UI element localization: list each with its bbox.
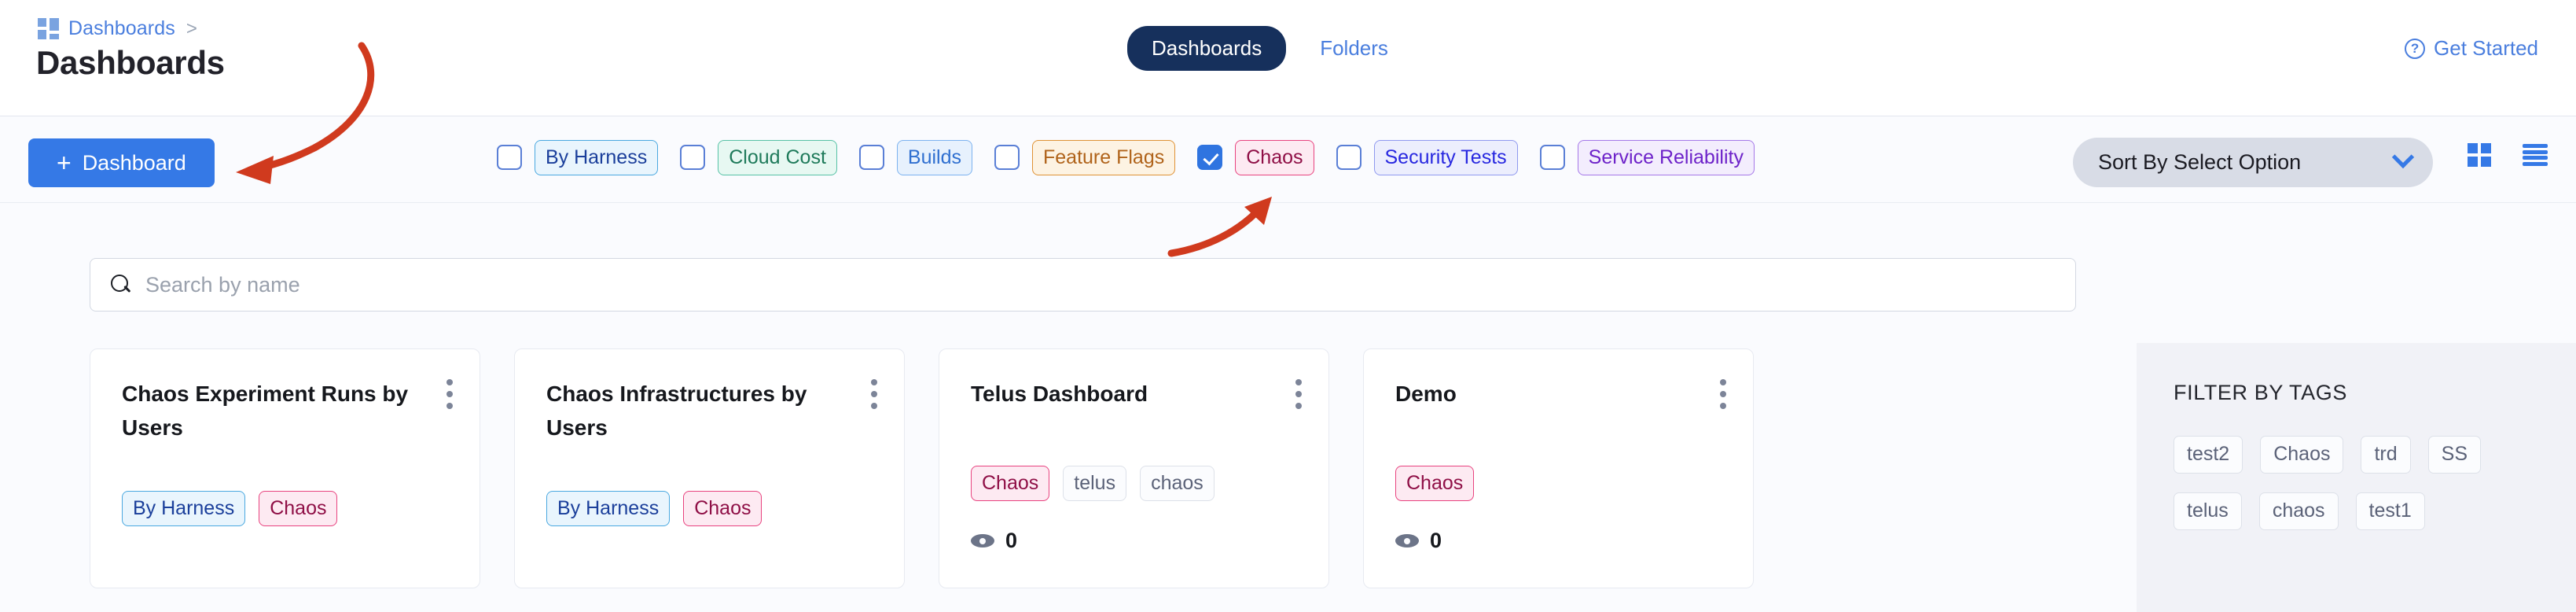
- filter-tag-button[interactable]: test1: [2355, 492, 2425, 530]
- dashboard-card-tags: By Harness Chaos: [122, 491, 338, 526]
- search-bar[interactable]: [90, 258, 2076, 312]
- kebab-menu-icon[interactable]: [446, 379, 453, 409]
- dashboard-card-tag[interactable]: Chaos: [1395, 466, 1475, 501]
- kebab-menu-icon[interactable]: [1295, 379, 1302, 409]
- feature-flags-filter-checkbox[interactable]: [994, 145, 1020, 171]
- by-harness-filter-checkbox[interactable]: [497, 145, 522, 171]
- filter-tag-button[interactable]: trd: [2361, 436, 2411, 474]
- filter-group-chaos: Chaos: [1197, 140, 1314, 175]
- dashboard-grid-icon: [38, 18, 59, 39]
- dashboard-card-title: Chaos Experiment Runs by Users: [122, 382, 409, 440]
- feature-flags-filter-chip[interactable]: Feature Flags: [1031, 140, 1176, 175]
- tag-row-2: telus chaos test1: [2174, 492, 2425, 530]
- dashboard-card-views: 0: [1395, 529, 1442, 553]
- service-reliability-filter-checkbox[interactable]: [1539, 145, 1565, 171]
- filter-tag-button[interactable]: SS: [2427, 436, 2482, 474]
- dashboard-card-tag[interactable]: telus: [1063, 466, 1127, 501]
- security-tests-filter-chip[interactable]: Security Tests: [1373, 140, 1518, 175]
- dashboard-card-view-count: 0: [1005, 529, 1018, 552]
- dashboard-card[interactable]: Chaos Experiment Runs by Users By Harness…: [90, 348, 480, 588]
- filter-group-builds: Builds: [858, 140, 972, 175]
- dashboard-card-tags: Chaos telus chaos: [971, 466, 1215, 501]
- dashboard-card-title: Demo: [1395, 382, 1457, 406]
- dashboard-card-tag[interactable]: Chaos: [259, 491, 338, 526]
- eye-icon: [1395, 534, 1419, 547]
- breadcrumb-separator: >: [186, 17, 197, 39]
- filter-by-tags-panel: FILTER BY TAGS test2 Chaos trd SS telus chao…: [2137, 343, 2576, 612]
- kebab-menu-icon[interactable]: [1720, 379, 1726, 409]
- search-icon: [111, 275, 131, 295]
- tab-dashboards[interactable]: Dashboards: [1127, 26, 1287, 71]
- dashboard-card-tag[interactable]: Chaos: [971, 466, 1050, 501]
- create-dashboard-label: Dashboard: [82, 150, 186, 175]
- breadcrumb[interactable]: Dashboards >: [38, 17, 197, 40]
- dashboard-card-title: Telus Dashboard: [971, 382, 1148, 406]
- search-input[interactable]: [145, 272, 2055, 297]
- sort-by-label: Sort By Select Option: [2098, 150, 2302, 174]
- filter-tag-button[interactable]: chaos: [2258, 492, 2339, 530]
- page-header: Dashboards > Dashboards Dashboards Folde…: [0, 0, 2576, 116]
- question-circle-icon: ?: [2405, 38, 2426, 59]
- dashboard-card-tag[interactable]: chaos: [1140, 466, 1215, 501]
- filter-group-by-harness: By Harness: [497, 140, 659, 175]
- dashboard-card-tag[interactable]: Chaos: [683, 491, 763, 526]
- filter-by-tags-title: FILTER BY TAGS: [2174, 381, 2347, 404]
- sort-by-dropdown[interactable]: Sort By Select Option: [2073, 138, 2433, 187]
- dashboard-card[interactable]: Chaos Infrastructures by Users By Harness…: [514, 348, 905, 588]
- chaos-filter-chip[interactable]: Chaos: [1235, 140, 1314, 175]
- tag-row-1: test2 Chaos trd SS: [2174, 436, 2482, 474]
- builds-filter-checkbox[interactable]: [858, 145, 884, 171]
- tab-folders[interactable]: Folders: [1320, 36, 1388, 60]
- filter-chips-row: By Harness Cloud Cost Builds Feature Flags C…: [497, 140, 1777, 175]
- create-dashboard-button[interactable]: + Dashboard: [28, 138, 215, 187]
- dashboard-card-view-count: 0: [1430, 529, 1442, 552]
- dashboard-card-tags: By Harness Chaos: [546, 491, 763, 526]
- kebab-menu-icon[interactable]: [871, 379, 877, 409]
- get-started-link[interactable]: ? Get Started: [2405, 36, 2538, 61]
- dashboard-card-tag[interactable]: By Harness: [546, 491, 671, 526]
- chevron-down-icon: [2391, 146, 2415, 168]
- dashboard-card-tag[interactable]: By Harness: [122, 491, 246, 526]
- list-view-icon[interactable]: [2523, 144, 2548, 166]
- grid-view-icon[interactable]: [2468, 143, 2491, 167]
- eye-icon: [971, 534, 994, 547]
- dashboard-card-title: Chaos Infrastructures by Users: [546, 382, 807, 440]
- cloud-cost-filter-checkbox[interactable]: [680, 145, 706, 171]
- by-harness-filter-chip[interactable]: By Harness: [535, 140, 659, 175]
- dashboard-card-tags: Chaos: [1395, 466, 1475, 501]
- dashboard-card-list: Chaos Experiment Runs by Users By Harness…: [90, 348, 1754, 588]
- breadcrumb-link-dashboards[interactable]: Dashboards: [68, 17, 175, 39]
- chaos-filter-checkbox[interactable]: [1197, 145, 1223, 171]
- filter-tag-button[interactable]: test2: [2174, 436, 2243, 474]
- builds-filter-chip[interactable]: Builds: [896, 140, 972, 175]
- dashboard-card-views: 0: [971, 529, 1017, 553]
- dashboard-card[interactable]: Demo Chaos 0: [1363, 348, 1754, 588]
- filter-group-security-tests: Security Tests: [1336, 140, 1518, 175]
- page-title: Dashboards: [36, 44, 225, 81]
- get-started-label: Get Started: [2434, 36, 2538, 60]
- filter-group-cloud-cost: Cloud Cost: [680, 140, 837, 175]
- cloud-cost-filter-chip[interactable]: Cloud Cost: [718, 140, 837, 175]
- service-reliability-filter-chip[interactable]: Service Reliability: [1577, 140, 1755, 175]
- filter-tag-button[interactable]: Chaos: [2260, 436, 2344, 474]
- view-toggle-group: [2468, 143, 2548, 167]
- plus-icon: +: [57, 149, 72, 177]
- security-tests-filter-checkbox[interactable]: [1336, 145, 1361, 171]
- filter-tag-button[interactable]: telus: [2174, 492, 2242, 530]
- filter-group-service-reliability: Service Reliability: [1539, 140, 1755, 175]
- filter-group-feature-flags: Feature Flags: [994, 140, 1176, 175]
- header-tabs: Dashboards Folders: [1127, 26, 1413, 71]
- dashboard-card[interactable]: Telus Dashboard Chaos telus chaos 0: [939, 348, 1329, 588]
